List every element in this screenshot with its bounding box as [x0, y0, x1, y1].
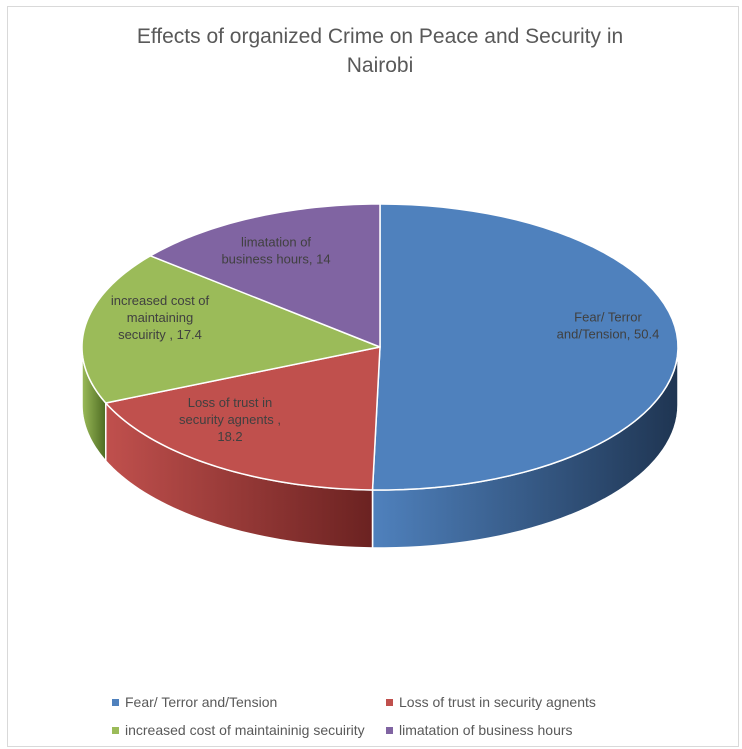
pie-slice-increased-cost-of-maintainig-secuirity	[81, 255, 381, 404]
pie-slice-limatation-of-business-hours	[149, 203, 381, 348]
data-label-loss-of-trust-in-security-agnents: Loss of trust in security agnents , 18.2	[179, 395, 281, 444]
pie-slice-loss-of-trust-in-security-agnents	[105, 346, 381, 491]
pie-slice-fear-terror-and-tension	[371, 203, 679, 491]
data-label-increased-cost-of-maintainig-secuirity: increased cost of maintaining secuirity , …	[111, 293, 210, 342]
data-label-limatation-of-business-hours: limatation of business hours, 14	[221, 235, 330, 267]
chart-title-line-2: Nairobi	[346, 54, 414, 77]
data-label-fear-terror-and-tension: Fear/ Terror and/Tension, 50.4	[557, 310, 660, 342]
chart-title: Effects of organized Crime on Peace and …	[0, 22, 742, 80]
chart-title-line-1: Effects of organized Crime on Peace and …	[136, 25, 624, 48]
